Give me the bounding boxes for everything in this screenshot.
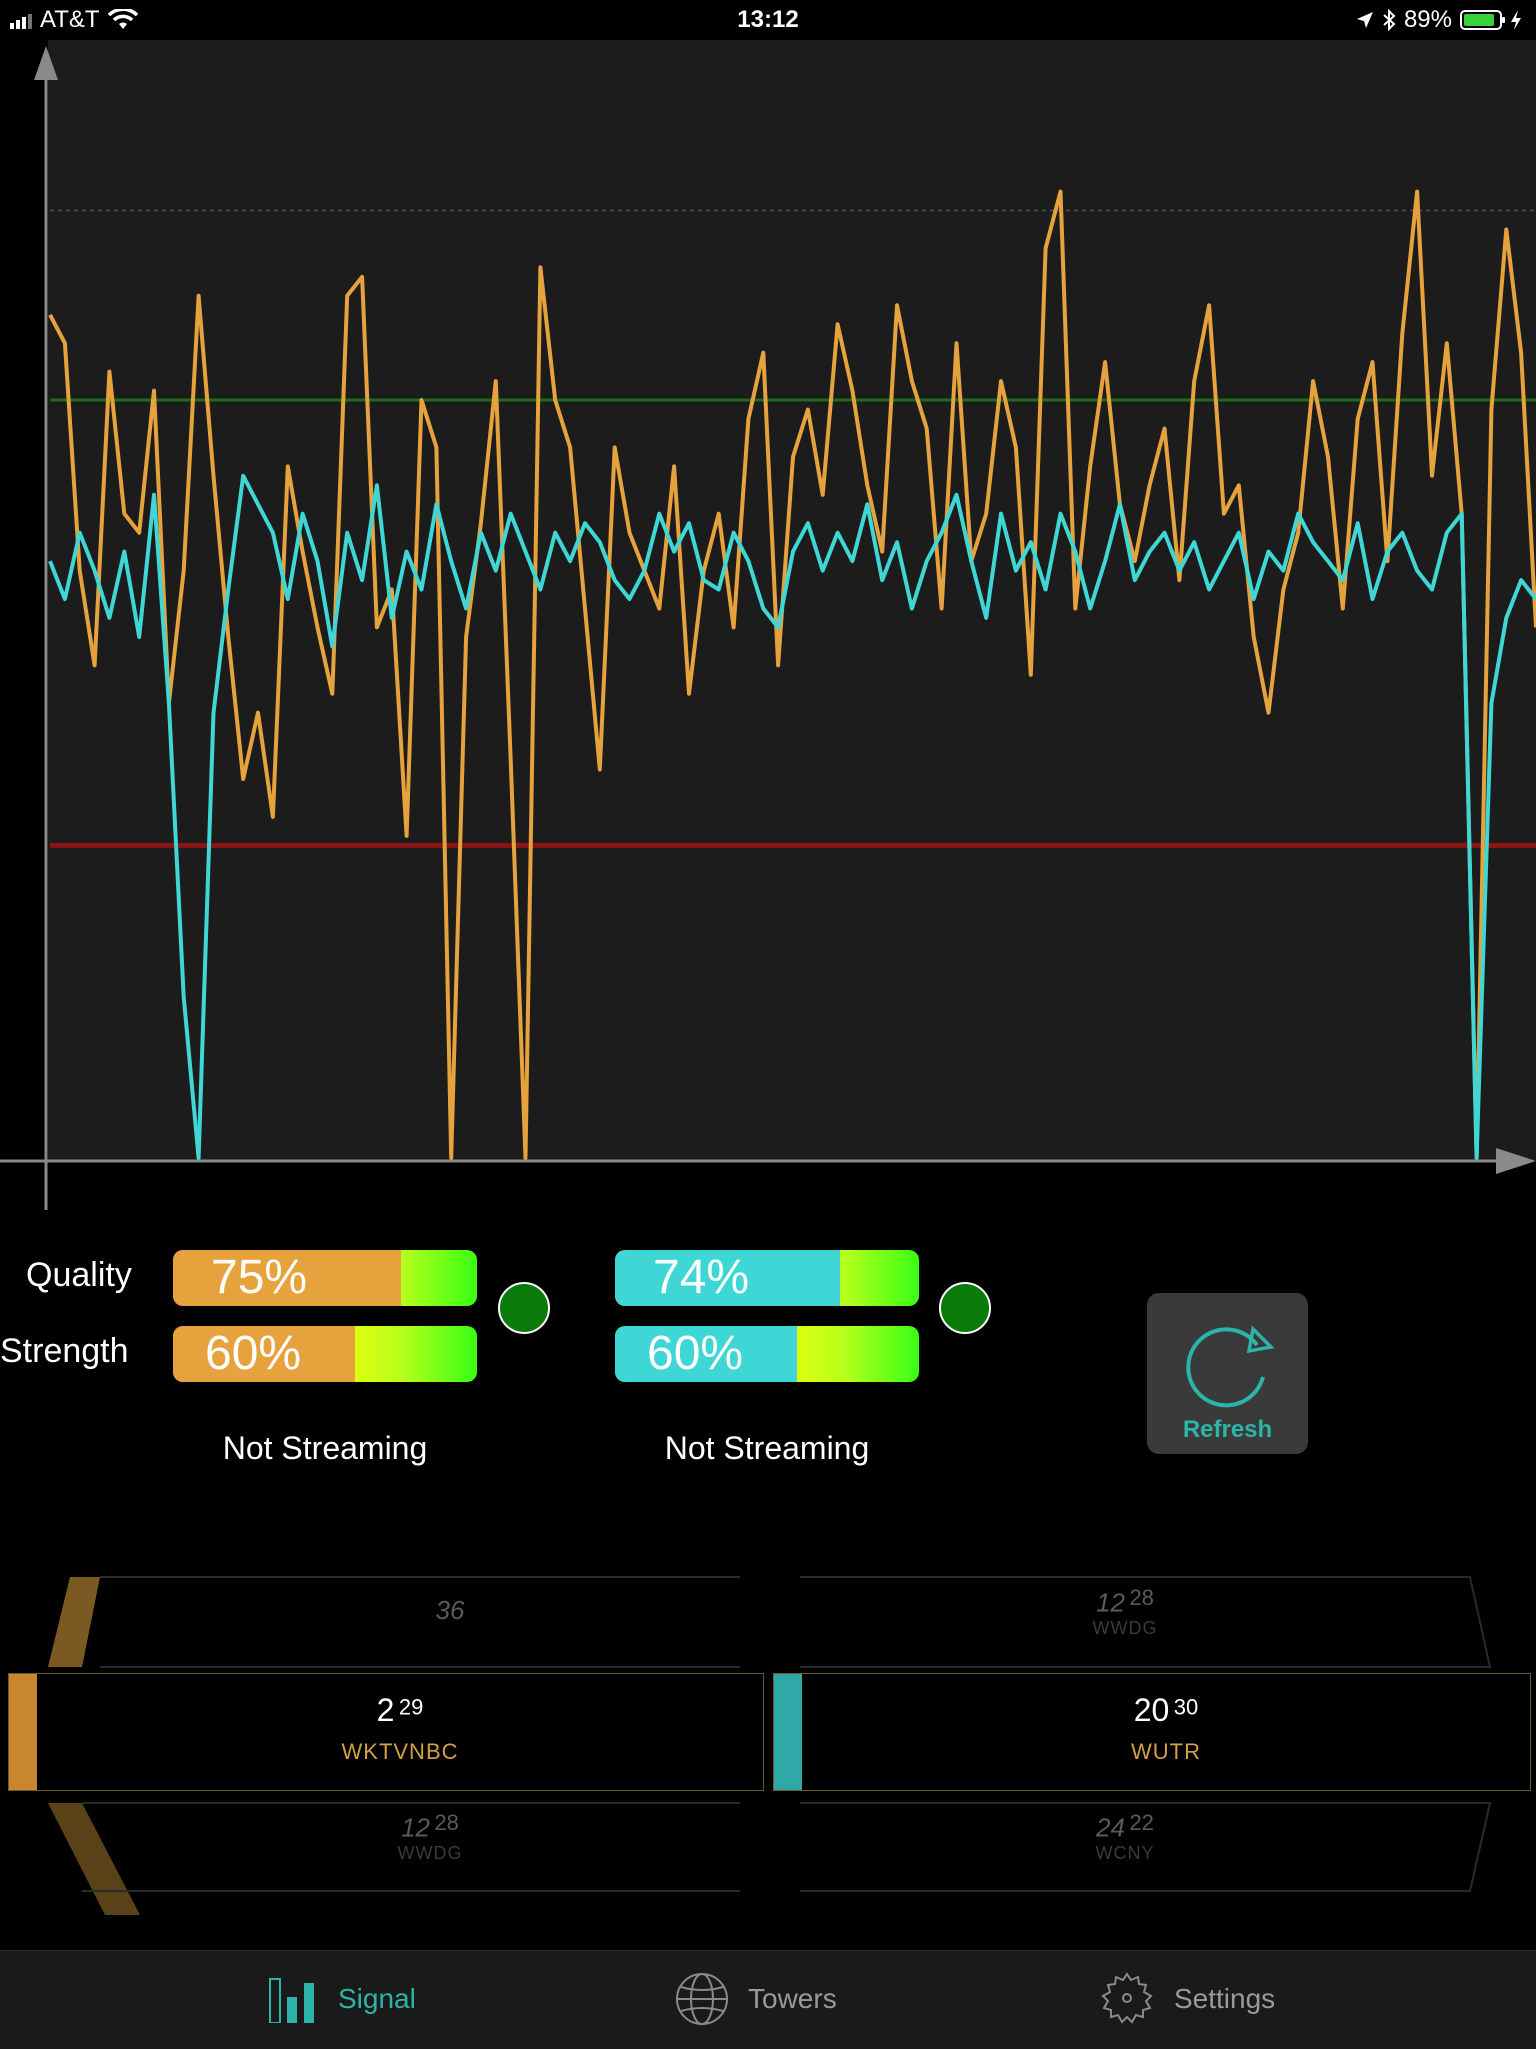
chart-plot-background	[48, 40, 1536, 1160]
left-strength-percent: 60%	[205, 1327, 302, 1380]
x-axis-arrow	[1496, 1148, 1536, 1174]
left-picker-below[interactable]: 12 28 WWDG	[397, 1810, 463, 1864]
right-quality-fill	[615, 1250, 840, 1306]
right-picker-above[interactable]: 12 28 WWDG	[1092, 1585, 1158, 1639]
left-picker-wheel-decor	[48, 1576, 740, 1915]
bluetooth-icon	[1383, 9, 1396, 31]
tab-signal[interactable]: Signal	[268, 1967, 416, 2031]
refresh-button[interactable]: Refresh	[1147, 1293, 1308, 1454]
gear-icon	[1101, 1972, 1153, 2024]
series-line-wktvnbc	[48, 189, 1536, 1160]
right-picker-marker	[774, 1674, 802, 1790]
globe-icon	[676, 1973, 728, 2025]
right-status-led	[939, 1282, 991, 1334]
status-left: AT&T	[10, 6, 138, 34]
battery-icon	[1460, 10, 1505, 30]
carrier-name: AT&T	[40, 6, 100, 33]
right-stream-status: Not Streaming	[664, 1430, 870, 1466]
right-strength-percent: 60%	[647, 1327, 744, 1380]
right-picker-selected-text: 20 30 WUTR	[1131, 1692, 1201, 1764]
signal-bars-icon	[269, 1978, 314, 2023]
tab-signal-label: Signal	[338, 1983, 416, 2014]
battery-percent: 89%	[1403, 6, 1452, 33]
left-strength-fill	[173, 1326, 356, 1382]
tab-towers[interactable]: Towers	[674, 1967, 837, 2031]
right-quality-gauge: 74%	[615, 1250, 919, 1306]
tab-bar: Signal Towers Settings	[0, 1950, 1536, 2049]
strength-label: Strength	[0, 1332, 129, 1370]
left-picker-marker	[9, 1674, 37, 1790]
quality-label: Quality	[26, 1256, 132, 1294]
right-strength-gauge: 60%	[615, 1326, 919, 1382]
wifi-icon	[107, 9, 138, 29]
left-picker-selected-text: 2 29 WKTVNBC	[341, 1692, 459, 1764]
charging-bolt-icon	[1511, 10, 1521, 30]
status-bar: AT&T 13:12 89%	[0, 0, 1536, 40]
refresh-icon	[1186, 1325, 1275, 1408]
right-channel-picker[interactable]: 12 28 WWDG 20 30 WUTR 24 22 WCNY	[770, 1545, 1536, 1915]
left-picker-above[interactable]: 36	[435, 1595, 465, 1625]
status-right: 89%	[1356, 6, 1522, 34]
cell-signal-icon	[10, 11, 32, 29]
right-picker-below[interactable]: 24 22 WCNY	[1095, 1810, 1155, 1864]
tab-settings-label: Settings	[1174, 1983, 1276, 2014]
tab-towers-label: Towers	[748, 1983, 837, 2014]
refresh-label: Refresh	[1182, 1416, 1273, 1443]
status-time: 13:12	[737, 6, 799, 33]
left-quality-percent: 75%	[211, 1251, 308, 1304]
right-picker-selected[interactable]: 20 30 WUTR	[773, 1673, 1531, 1791]
signal-chart	[0, 40, 1536, 1220]
left-status-led	[498, 1282, 550, 1334]
right-quality-percent: 74%	[653, 1251, 750, 1304]
location-arrow-icon	[1356, 12, 1373, 28]
right-picker-wheel-decor	[800, 1576, 1492, 1892]
right-strength-fill	[615, 1326, 798, 1382]
tab-settings[interactable]: Settings	[1098, 1967, 1275, 2031]
left-quality-gauge: 75%	[173, 1250, 477, 1306]
left-channel-picker[interactable]: 36 2 29 WKTVNBC 12 28 WWDG	[0, 1545, 770, 1915]
left-strength-gauge: 60%	[173, 1326, 477, 1382]
series-line-wutr	[48, 473, 1536, 1160]
left-stream-status: Not Streaming	[222, 1430, 428, 1466]
signal-chart-svg	[0, 40, 1536, 1210]
left-quality-fill	[173, 1250, 401, 1306]
y-axis-arrow	[34, 46, 58, 80]
left-picker-selected[interactable]: 2 29 WKTVNBC	[8, 1673, 764, 1791]
